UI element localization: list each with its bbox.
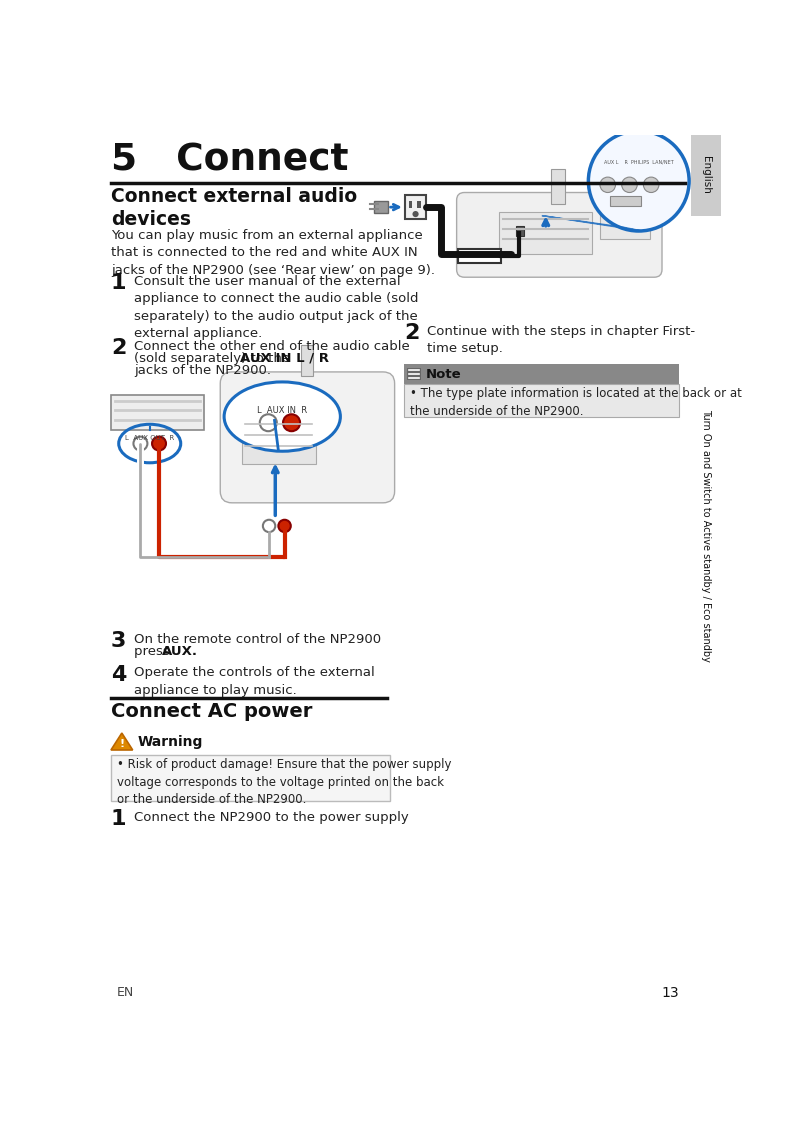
Text: (sold separately) to the: (sold separately) to the <box>135 351 295 365</box>
FancyBboxPatch shape <box>457 192 662 277</box>
Bar <box>404 364 679 384</box>
Text: Turn On and Switch to Active standby / Eco standby: Turn On and Switch to Active standby / E… <box>701 409 711 661</box>
Text: 4: 4 <box>111 665 127 685</box>
Bar <box>551 170 566 204</box>
Text: AUX IN L / R: AUX IN L / R <box>240 351 329 365</box>
Text: Connect the NP2900 to the power supply: Connect the NP2900 to the power supply <box>135 811 409 824</box>
Text: 1: 1 <box>111 273 127 293</box>
Text: 2: 2 <box>111 338 127 358</box>
Text: AUX.: AUX. <box>162 646 198 658</box>
Bar <box>407 368 421 381</box>
Circle shape <box>589 131 689 231</box>
Circle shape <box>263 520 276 532</box>
Bar <box>111 395 204 430</box>
Text: 2: 2 <box>404 323 419 344</box>
Bar <box>517 227 524 236</box>
Text: • The type plate information is located at the back or at
the underside of the N: • The type plate information is located … <box>410 387 742 418</box>
Text: English: English <box>701 156 711 194</box>
Text: L  AUX IN  R: L AUX IN R <box>257 405 308 414</box>
Bar <box>600 208 650 239</box>
Bar <box>610 197 641 206</box>
Circle shape <box>283 414 300 431</box>
Text: 13: 13 <box>662 986 679 999</box>
Circle shape <box>260 414 277 431</box>
Text: L  AUX OUT  R: L AUX OUT R <box>125 435 175 441</box>
Text: Consult the user manual of the external
appliance to connect the audio cable (so: Consult the user manual of the external … <box>135 275 419 340</box>
Text: Warning: Warning <box>137 734 203 749</box>
Text: Continue with the steps in chapter First-
time setup.: Continue with the steps in chapter First… <box>427 325 695 356</box>
Polygon shape <box>111 733 133 750</box>
Bar <box>405 194 426 219</box>
FancyBboxPatch shape <box>220 372 395 503</box>
Text: Connect AC power: Connect AC power <box>111 702 312 721</box>
Text: Operate the controls of the external
appliance to play music.: Operate the controls of the external app… <box>135 666 375 696</box>
Text: 3: 3 <box>111 631 127 651</box>
Ellipse shape <box>224 382 340 451</box>
Circle shape <box>413 211 419 217</box>
Text: Note: Note <box>425 368 461 381</box>
Bar <box>691 135 721 216</box>
Text: Connect the other end of the audio cable: Connect the other end of the audio cable <box>135 339 410 353</box>
Circle shape <box>134 437 147 450</box>
Bar <box>458 248 501 263</box>
Bar <box>417 201 421 208</box>
Circle shape <box>152 437 166 450</box>
Text: 1: 1 <box>111 810 127 829</box>
Circle shape <box>600 177 615 192</box>
Text: jacks of the NP2900.: jacks of the NP2900. <box>135 364 272 377</box>
Text: • Risk of product damage! Ensure that the power supply
voltage corresponds to th: • Risk of product damage! Ensure that th… <box>117 758 452 806</box>
Bar <box>404 384 679 417</box>
Circle shape <box>622 177 638 192</box>
Text: Connect external audio
devices: Connect external audio devices <box>111 188 357 229</box>
Circle shape <box>643 177 659 192</box>
Text: 5   Connect: 5 Connect <box>111 143 348 179</box>
Bar <box>499 212 592 254</box>
Text: !: ! <box>119 739 124 749</box>
Bar <box>242 418 316 464</box>
Text: press: press <box>135 646 175 658</box>
Text: EN: EN <box>116 986 134 998</box>
Bar <box>374 201 388 213</box>
Bar <box>111 755 390 801</box>
Text: On the remote control of the NP2900: On the remote control of the NP2900 <box>135 633 381 646</box>
Text: You can play music from an external appliance
that is connected to the red and w: You can play music from an external appl… <box>111 229 435 276</box>
Bar <box>301 345 313 376</box>
Circle shape <box>279 520 291 532</box>
Text: AUX L    R  PHILIPS  LAN/NET: AUX L R PHILIPS LAN/NET <box>604 159 674 164</box>
Bar <box>409 201 413 208</box>
Polygon shape <box>541 216 642 231</box>
